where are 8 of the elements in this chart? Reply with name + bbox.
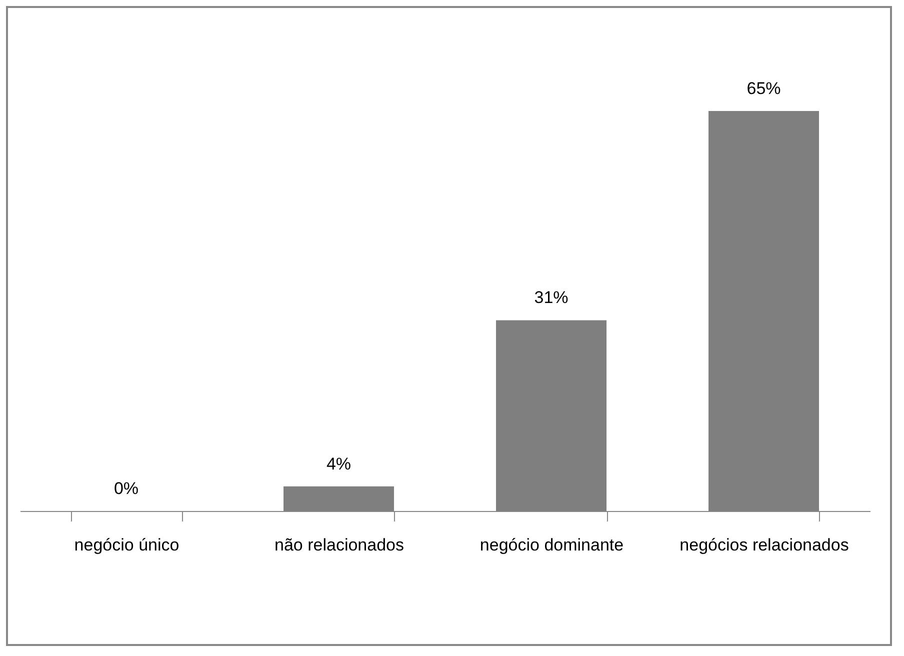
data-label: 0% xyxy=(114,479,139,498)
data-label: 31% xyxy=(534,288,568,308)
x-tick-label: negócios relacionados xyxy=(680,536,849,554)
x-tick-label: não relacionados xyxy=(274,536,404,554)
x-tick-label: negócio único xyxy=(74,536,180,554)
data-label: 65% xyxy=(746,79,781,98)
data-label: 4% xyxy=(326,454,352,474)
x-tick-label: negócio dominante xyxy=(480,536,624,554)
